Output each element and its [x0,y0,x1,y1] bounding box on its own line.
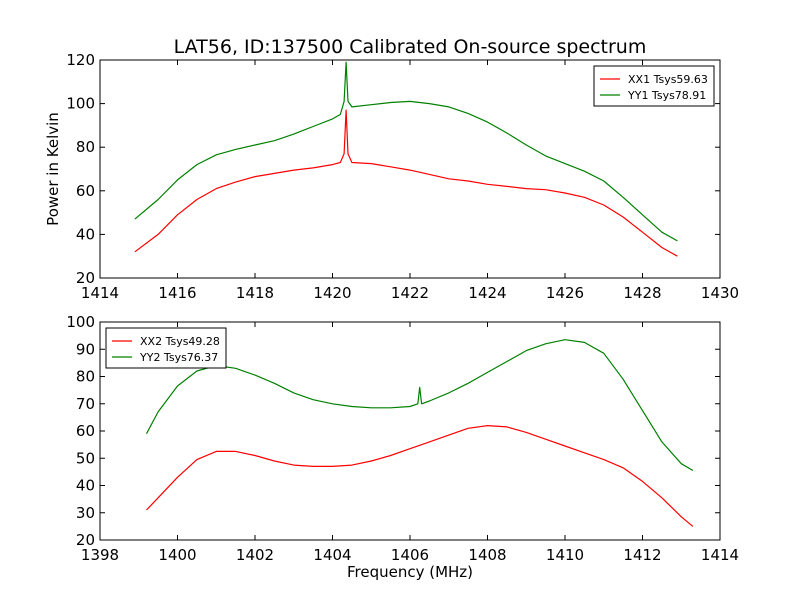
top-subplot: 1414 1416 1418 1420 1422 1424 1426 1428 1430 20 40… [66,51,739,302]
x-tick-label: 1404 [313,546,351,564]
series-line-yy2 [145,339,694,472]
x-tick-label: 1402 [236,546,274,564]
y-tick-label: 40 [76,477,95,495]
x-tick-label: 1410 [546,546,584,564]
y-tick-label: 60 [76,422,95,440]
x-tick-label: 1414 [81,284,119,302]
legend: XX2 Tsys49.28 YY2 Tsys76.37 [105,327,227,369]
x-tick-label: 1420 [313,284,351,302]
legend-entry: YY2 Tsys76.37 [139,351,218,364]
x-tick-label: 1430 [701,284,739,302]
y-tick-label: 100 [66,95,95,113]
legend-entry: XX1 Tsys59.63 [628,73,708,86]
chart-title: LAT56, ID:137500 Calibrated On-source sp… [174,36,647,58]
legend-box [593,65,715,107]
x-tick-label: 1416 [158,284,196,302]
x-tick-label: 1424 [468,284,506,302]
y-tick-label: 60 [76,182,95,200]
x-tick-label: 1412 [623,546,661,564]
x-tick-label: 1408 [468,546,506,564]
y-tick-label: 20 [76,269,95,287]
legend-box [105,327,227,369]
x-axis-label: Frequency (MHz) [347,563,473,581]
x-tick-label: 1426 [546,284,584,302]
y-tick-label: 30 [76,504,95,522]
bottom-subplot: 1398 1400 1402 1404 1406 1408 1410 1412 1414 20 30… [66,313,739,564]
x-tick-label: 1400 [158,546,196,564]
y-tick-label: 80 [76,138,95,156]
series-line-yy1 [134,61,678,242]
series-line-xx2 [146,425,694,527]
y-tick-label: 80 [76,368,95,386]
y-axis-label: Power in Kelvin [44,112,62,226]
y-tick-label: 70 [76,395,95,413]
x-tick-label: 1418 [236,284,274,302]
series-line-xx1 [134,109,678,257]
y-tick-label: 40 [76,225,95,243]
x-tick-label: 1428 [623,284,661,302]
y-tick-label: 90 [76,340,95,358]
y-tick-label: 100 [66,313,95,331]
legend: XX1 Tsys59.63 YY1 Tsys78.91 [593,65,715,107]
x-tick-label: 1398 [81,546,119,564]
legend-entry: XX2 Tsys49.28 [140,335,220,348]
x-tick-label: 1422 [391,284,429,302]
x-tick-label: 1406 [391,546,429,564]
legend-entry: YY1 Tsys78.91 [627,89,706,102]
y-tick-label: 50 [76,449,95,467]
x-tick-label: 1414 [701,546,739,564]
y-tick-label: 120 [66,51,95,69]
y-tick-label: 20 [76,531,95,549]
